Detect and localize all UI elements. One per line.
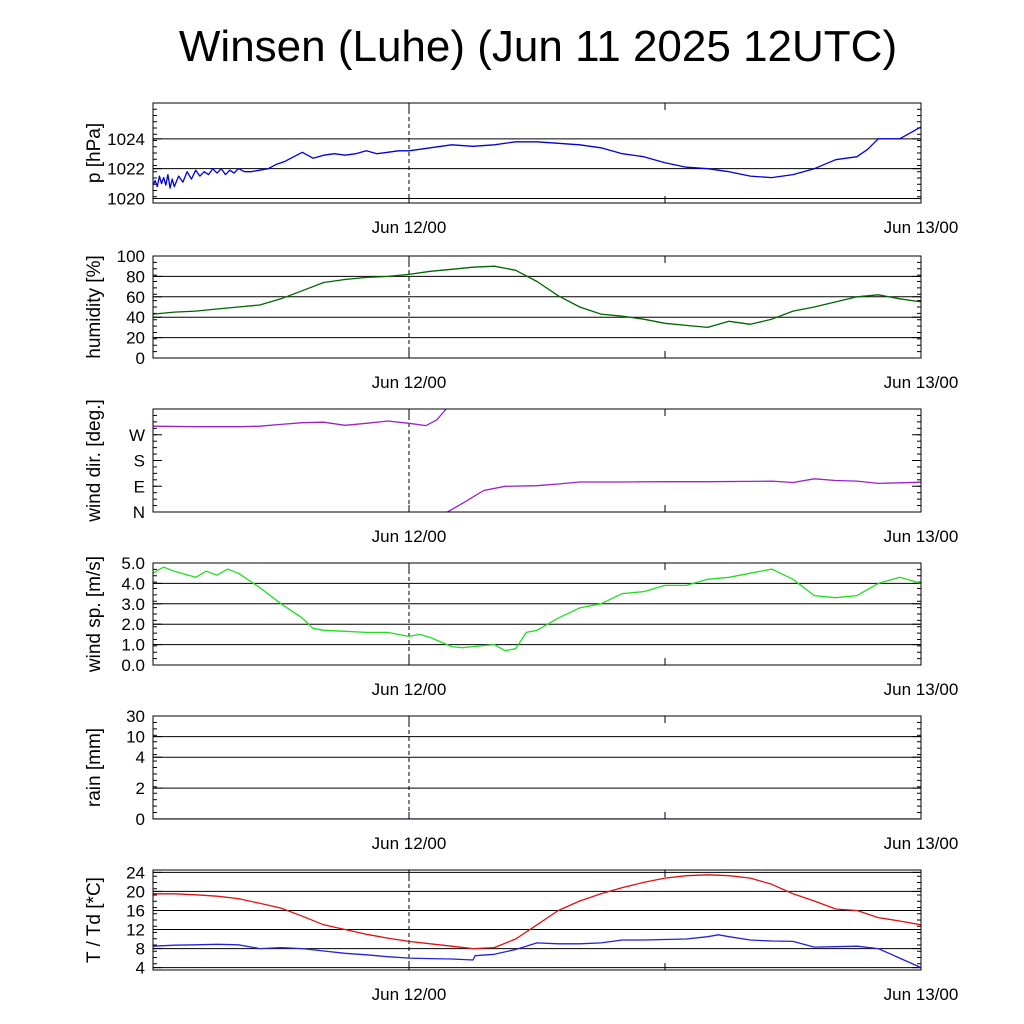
y-axis-label: p [hPa] [84, 123, 105, 183]
x-tick-label: Jun 13/00 [884, 680, 959, 699]
x-tick-label: Jun 13/00 [884, 834, 959, 853]
series-line [447, 478, 921, 512]
x-tick-label: Jun 12/00 [372, 834, 447, 853]
y-tick-label: 40 [126, 308, 145, 327]
series-line [153, 409, 448, 428]
series-line [153, 874, 921, 950]
y-tick-label: 12 [126, 921, 145, 940]
plot-frame [152, 102, 922, 204]
y-tick-label: 4.0 [121, 574, 145, 593]
y-tick-label: 1022 [107, 160, 145, 179]
y-tick-label: 24 [126, 863, 145, 882]
y-tick-label: W [129, 426, 145, 445]
y-tick-label: 1020 [107, 190, 145, 209]
y-tick-label: 3.0 [121, 595, 145, 614]
y-axis-label: wind dir. [deg.] [84, 399, 105, 523]
y-tick-label: 1.0 [121, 636, 145, 655]
y-tick-label: 10 [126, 728, 145, 747]
x-tick-label: Jun 12/00 [372, 373, 447, 392]
y-tick-label: 1024 [107, 130, 145, 149]
y-tick-label: 0 [136, 349, 145, 368]
y-axis-label: T / Td [*C] [84, 877, 105, 963]
y-axis-label: rain [mm] [84, 728, 105, 807]
y-tick-label: 20 [126, 329, 145, 348]
y-tick-label: 4 [136, 748, 145, 767]
y-tick-label: 100 [117, 247, 145, 266]
y-tick-label: 2 [136, 779, 145, 798]
y-tick-label: S [134, 452, 145, 471]
x-tick-label: Jun 13/00 [884, 373, 959, 392]
x-tick-label: Jun 12/00 [372, 985, 447, 1004]
y-tick-label: 80 [126, 267, 145, 286]
y-tick-label: 5.0 [121, 554, 145, 573]
plot-frame [152, 408, 922, 513]
plot-frame [152, 562, 922, 666]
series-line [153, 265, 921, 329]
y-tick-label: 16 [126, 901, 145, 920]
plot-frame [152, 869, 922, 971]
y-tick-label: E [134, 477, 145, 496]
y-tick-label: 60 [126, 288, 145, 307]
y-tick-label: 0.0 [121, 656, 145, 675]
y-tick-label: 30 [126, 707, 145, 726]
x-tick-label: Jun 13/00 [884, 985, 959, 1004]
x-tick-label: Jun 12/00 [372, 680, 447, 699]
x-tick-label: Jun 13/00 [884, 218, 959, 237]
y-axis-label: humidity [%] [84, 255, 105, 358]
chart-title: Winsen (Luhe) (Jun 11 2025 12UTC) [178, 22, 898, 71]
series-line [153, 126, 921, 189]
plot-frame [152, 715, 922, 820]
y-tick-label: 4 [136, 959, 145, 978]
series-line [153, 566, 921, 652]
plot-frame [152, 255, 922, 359]
y-tick-label: 8 [136, 940, 145, 959]
x-tick-label: Jun 13/00 [884, 527, 959, 546]
series-line [153, 934, 921, 969]
y-axis-label: wind sp. [m/s] [84, 556, 105, 673]
y-tick-label: 2.0 [121, 615, 145, 634]
y-tick-label: N [133, 503, 145, 522]
y-tick-label: 20 [126, 882, 145, 901]
y-tick-label: 0 [136, 810, 145, 829]
x-tick-label: Jun 12/00 [372, 218, 447, 237]
x-tick-label: Jun 12/00 [372, 527, 447, 546]
